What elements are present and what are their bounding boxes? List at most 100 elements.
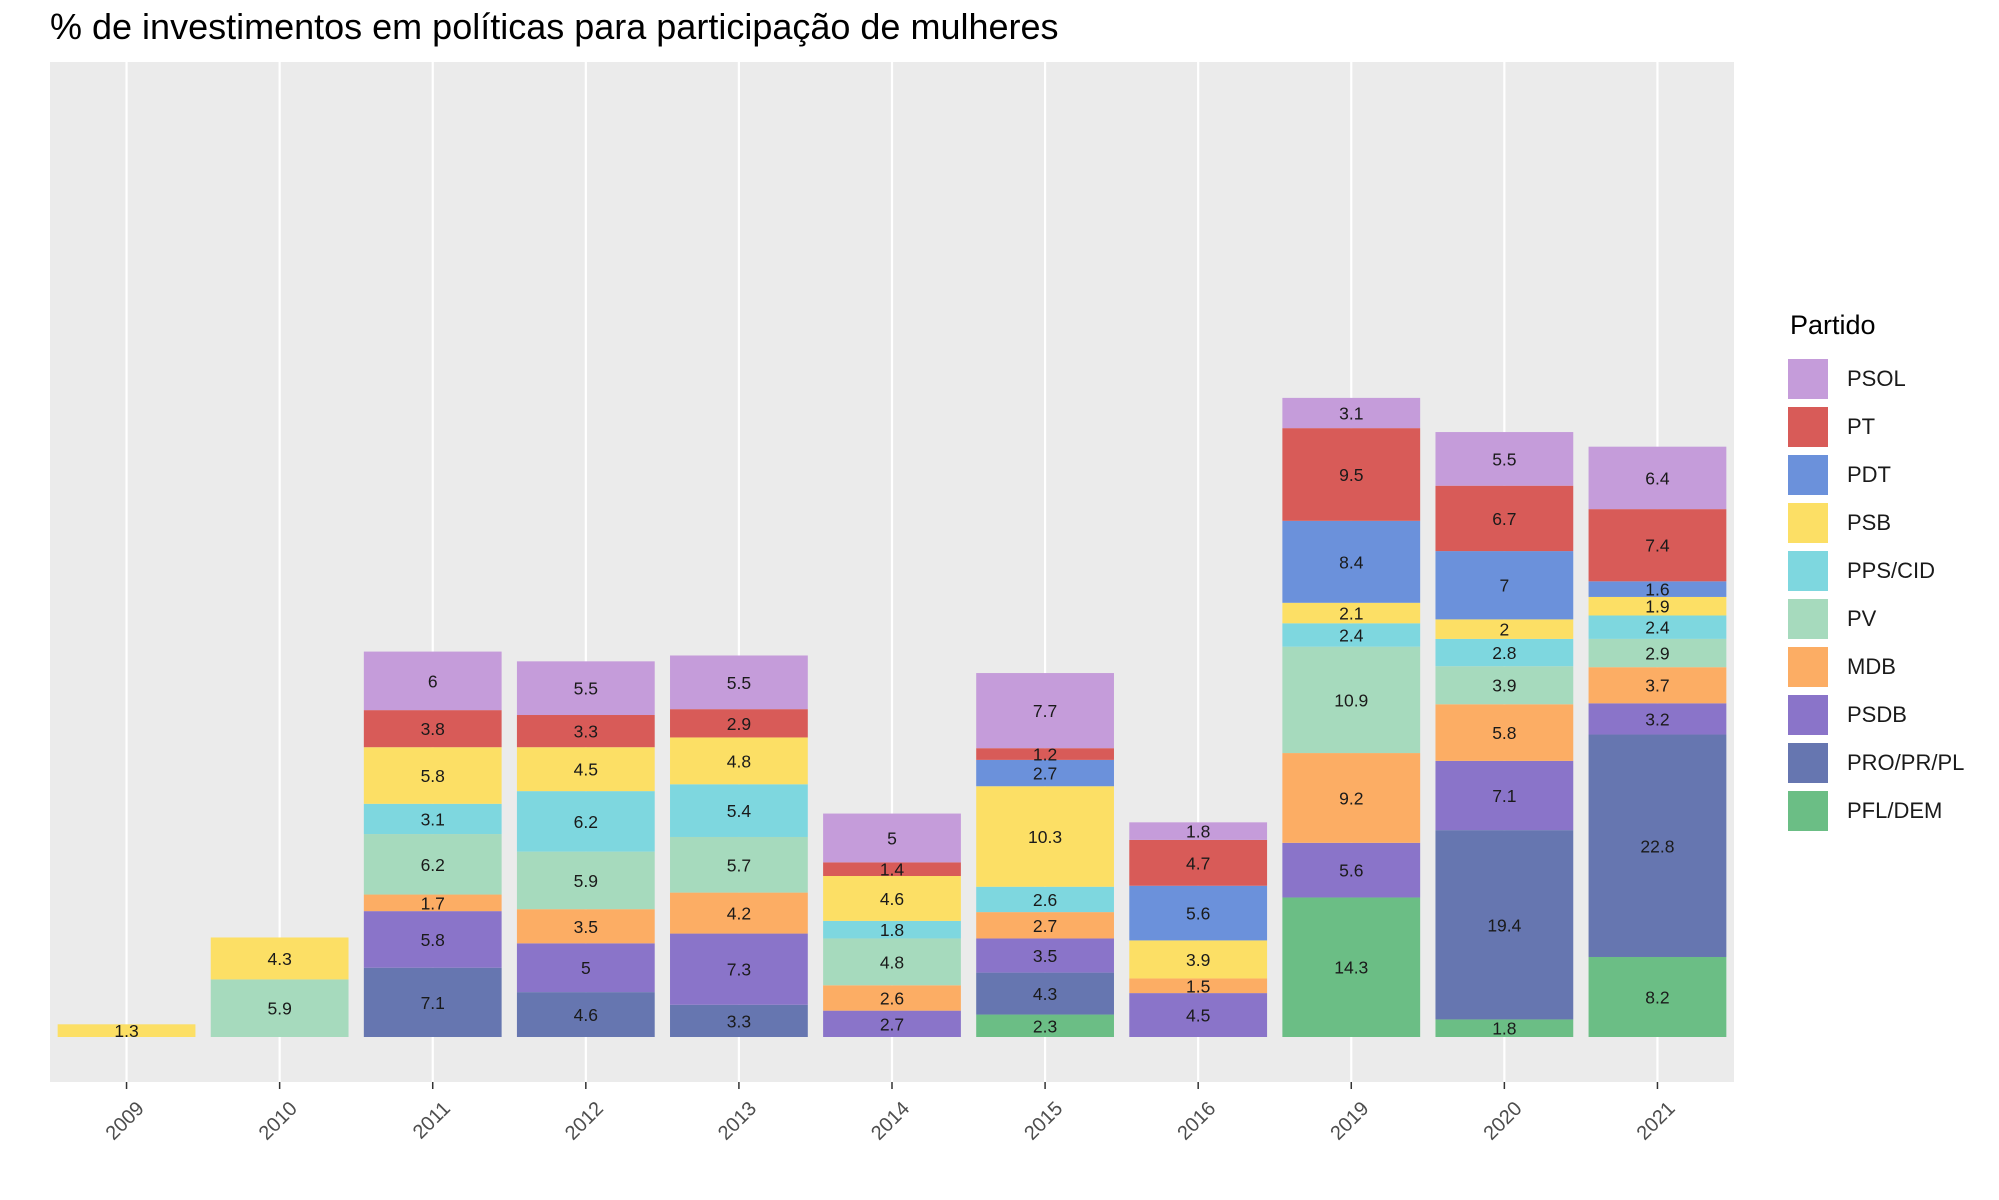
legend-label-psb: PSB [1847, 510, 1892, 535]
data-label-psol-2011: 6 [428, 671, 438, 691]
bar-psdb-2011 [363, 911, 502, 968]
bar-pps-cid-2021 [1588, 615, 1727, 639]
data-label-pv-2012: 5.9 [574, 871, 598, 891]
data-label-psb-2013: 4.8 [727, 751, 751, 771]
data-label-pfl-dem-2019: 14.3 [1334, 958, 1368, 978]
bar-psol-2020 [1435, 432, 1574, 486]
bar-psdb-2013 [670, 933, 808, 1005]
data-label-psdb-2015: 3.5 [1033, 946, 1057, 966]
data-label-psb-2009: 1.3 [114, 1021, 138, 1041]
data-label-mdb-2015: 2.7 [1033, 916, 1057, 936]
data-label-pps-cid-2015: 2.6 [1033, 890, 1057, 910]
bar-pt-2016 [1129, 839, 1268, 886]
legend-key-pfl-dem [1787, 790, 1829, 832]
bar-mdb-2019 [1282, 753, 1421, 843]
bar-mdb-2015 [976, 912, 1114, 939]
data-label-pt-2021: 7.4 [1645, 536, 1670, 556]
bar-psol-2019 [1282, 397, 1421, 429]
bar-psb-2013 [670, 737, 808, 785]
x-tick-label-2016: 2016 [1173, 1098, 1220, 1145]
data-label-mdb-2021: 3.7 [1645, 676, 1669, 696]
bar-pfl-dem-2015 [976, 1014, 1114, 1037]
bar-psdb-2012 [516, 943, 655, 993]
data-label-pt-2012: 3.3 [574, 722, 598, 742]
x-axis: 2009 2010 2011 2012 2013 2014 2015 2016 2019 2020… [102, 1082, 1680, 1145]
legend-item-pt: PT [1787, 403, 1964, 451]
data-label-pdt-2016: 5.6 [1186, 904, 1210, 924]
data-label-psdb-2020: 7.1 [1492, 786, 1516, 806]
legend-label-mdb: MDB [1847, 654, 1896, 679]
bar-pps-cid-2015 [976, 886, 1114, 913]
data-label-psol-2012: 5.5 [574, 679, 598, 699]
bar-psb-2020 [1435, 619, 1574, 639]
legend-key-psol [1787, 358, 1829, 400]
bar-psb-2011 [363, 747, 502, 804]
bar-psb-2021 [1588, 596, 1727, 616]
bar-mdb-2014 [823, 985, 961, 1011]
data-label-pro-pr-pl-2021: 22.8 [1640, 836, 1674, 856]
data-label-pv-2014: 4.8 [880, 952, 904, 972]
data-label-psdb-2013: 7.3 [727, 960, 751, 980]
bar-pps-cid-2019 [1282, 623, 1421, 647]
data-label-pt-2019: 9.5 [1339, 465, 1363, 485]
data-label-psol-2019: 3.1 [1339, 404, 1363, 424]
legend-key-pt [1787, 406, 1829, 448]
bar-pv-2010 [210, 979, 349, 1037]
legend-key-pdt [1787, 454, 1829, 496]
legend-item-pdt: PDT [1787, 451, 1964, 499]
bar-pv-2019 [1282, 646, 1421, 754]
data-label-pfl-dem-2020: 1.8 [1492, 1019, 1516, 1039]
data-label-pps-cid-2020: 2.8 [1492, 643, 1516, 663]
bar-mdb-2021 [1588, 667, 1727, 704]
bar-psb-2019 [1282, 602, 1421, 624]
data-label-psdb-2012: 5 [581, 958, 591, 978]
legend-item-pro-pr-pl: PRO/PR/PL [1787, 739, 1964, 787]
data-label-pps-cid-2013: 5.4 [727, 801, 752, 821]
legend-key-mdb [1787, 646, 1829, 688]
bar-pt-2011 [363, 710, 502, 748]
bar-pt-2014 [823, 862, 961, 877]
bar-pt-2021 [1588, 509, 1727, 582]
legend-label-psol: PSOL [1847, 366, 1906, 391]
bar-psol-2014 [823, 813, 961, 863]
bar-psol-2015 [976, 673, 1114, 749]
data-label-pps-cid-2011: 3.1 [421, 809, 445, 829]
bar-pt-2020 [1435, 485, 1574, 552]
data-label-pv-2010: 5.9 [267, 999, 291, 1019]
x-tick-label-2014: 2014 [867, 1098, 914, 1145]
bar-pt-2015 [976, 748, 1114, 760]
legend-key-pv [1787, 598, 1829, 640]
bar-pv-2013 [670, 836, 808, 893]
data-label-psol-2015: 7.7 [1033, 701, 1057, 721]
legend-label-pt: PT [1847, 414, 1876, 439]
data-label-pt-2011: 3.8 [421, 719, 445, 739]
x-tick-label-2010: 2010 [255, 1098, 302, 1145]
data-label-psb-2010: 4.3 [267, 949, 291, 969]
x-tick-label-2021: 2021 [1633, 1098, 1680, 1145]
data-label-pt-2015: 1.2 [1033, 745, 1057, 765]
bar-pro-pr-pl-2011 [363, 967, 502, 1037]
x-tick-label-2020: 2020 [1479, 1098, 1526, 1145]
data-label-psol-2014: 5 [887, 828, 897, 848]
bar-pdt-2020 [1435, 551, 1574, 620]
bar-psol-2021 [1588, 446, 1727, 510]
data-label-mdb-2012: 3.5 [574, 917, 598, 937]
data-label-psb-2015: 10.3 [1028, 827, 1062, 847]
bar-mdb-2011 [363, 894, 502, 912]
data-label-psdb-2021: 3.2 [1645, 709, 1669, 729]
bar-psdb-2019 [1282, 842, 1421, 898]
legend-key-pro-pr-pl [1787, 742, 1829, 784]
bar-mdb-2012 [516, 909, 655, 944]
data-label-psdb-2014: 2.7 [880, 1014, 904, 1034]
legend-key-psdb [1787, 694, 1829, 736]
bar-psdb-2014 [823, 1010, 961, 1037]
data-label-psb-2011: 5.8 [421, 766, 445, 786]
data-label-pdt-2015: 2.7 [1033, 764, 1057, 784]
data-label-pv-2021: 2.9 [1645, 644, 1669, 664]
data-label-psol-2013: 5.5 [727, 673, 751, 693]
data-label-pro-pr-pl-2012: 4.6 [574, 1005, 598, 1025]
x-tick-label-2013: 2013 [714, 1098, 761, 1145]
x-tick-label-2019: 2019 [1326, 1098, 1373, 1145]
legend-item-psb: PSB [1787, 499, 1964, 547]
